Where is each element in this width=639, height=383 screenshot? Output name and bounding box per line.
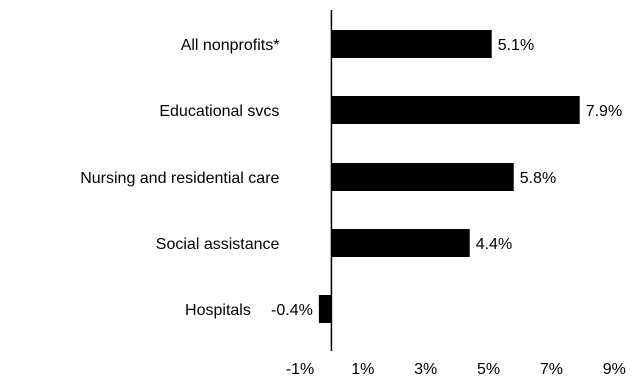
x-tick-label-5: 9% — [603, 361, 626, 378]
category-labels: All nonprofits* Educational svcs Nursing a… — [80, 37, 279, 319]
value-label-3: 4.4% — [476, 236, 512, 253]
x-tick-label-0: -1% — [286, 361, 314, 378]
x-tick-label-4: 7% — [540, 361, 563, 378]
bar-1 — [331, 96, 580, 124]
x-tick-label-1: 1% — [351, 361, 374, 378]
value-label-4: -0.4% — [271, 302, 313, 319]
value-label-0: 5.1% — [498, 37, 534, 54]
category-label-1: Educational svcs — [159, 103, 279, 120]
x-tick-label-2: 3% — [414, 361, 437, 378]
x-tick-label-3: 5% — [477, 361, 500, 378]
category-label-0: All nonprofits* — [181, 37, 280, 54]
value-labels: 5.1% 7.9% 5.8% 4.4% -0.4% — [271, 37, 622, 319]
category-label-2: Nursing and residential care — [80, 170, 279, 187]
value-label-1: 7.9% — [586, 103, 622, 120]
bar-3 — [331, 229, 470, 257]
category-label-4: Hospitals — [185, 302, 251, 319]
bar-0 — [331, 30, 492, 58]
bar-2 — [331, 163, 514, 191]
x-axis-ticks: -1% 1% 3% 5% 7% 9% — [286, 361, 626, 378]
bar-4 — [318, 295, 332, 323]
bars-group — [318, 30, 580, 323]
category-label-3: Social assistance — [156, 236, 280, 253]
value-label-2: 5.8% — [520, 170, 556, 187]
